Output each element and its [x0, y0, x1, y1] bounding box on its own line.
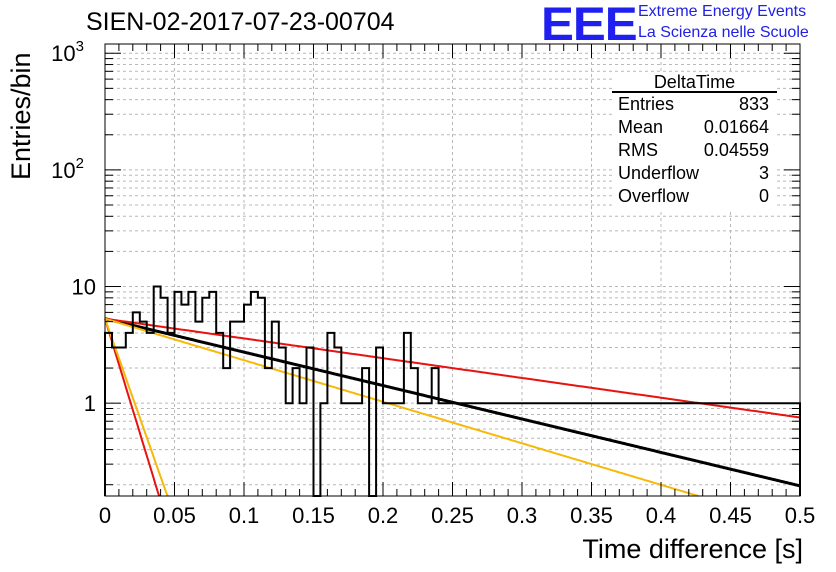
- stats-title: DeltaTime: [654, 72, 735, 92]
- stats-row-value: 0.04559: [704, 140, 769, 160]
- x-tick-label: 0.2: [368, 503, 399, 528]
- x-tick-label: 0.35: [570, 503, 613, 528]
- y-axis-label: Entries/bin: [6, 52, 36, 180]
- x-tick-label: 0.1: [229, 503, 260, 528]
- y-tick-exponent: 3: [76, 38, 84, 55]
- stats-row-value: 0.01664: [704, 117, 769, 137]
- y-tick-label: 1: [84, 391, 96, 416]
- tick-labels: 0 0.05 0.1 0.15 0.2 0.25 0.3 0.35 0.4 0.45 0.5 1 10 1…: [51, 38, 815, 528]
- x-tick-label: 0.4: [646, 503, 677, 528]
- axis-ticks: [104, 44, 801, 496]
- stats-row-label: Underflow: [618, 163, 700, 183]
- stats-row-label: Entries: [618, 94, 674, 114]
- logo-line-2: La Scienza nelle Scuole: [638, 24, 809, 41]
- x-tick-label: 0.5: [785, 503, 816, 528]
- fit-curve: [104, 317, 801, 419]
- fit-curve: [104, 318, 161, 497]
- stats-row-value: 833: [739, 94, 769, 114]
- x-tick-label: 0.25: [431, 503, 474, 528]
- stats-row-value: 0: [759, 186, 769, 206]
- histogram: [104, 285, 801, 497]
- logo-line-1: Extreme Energy Events: [638, 3, 807, 20]
- x-tick-label: 0: [99, 503, 111, 528]
- eee-logo-mark: EEE: [541, 0, 638, 50]
- fit-curve: [104, 318, 169, 497]
- stats-row-label: RMS: [618, 140, 658, 160]
- x-tick-label: 0.05: [153, 503, 196, 528]
- stats-box-bg: [612, 72, 777, 210]
- y-tick-exponent: 2: [76, 155, 84, 172]
- chart-title: SIEN-02-2017-07-23-00704: [86, 8, 395, 36]
- histogram-outline: [104, 285, 801, 497]
- y-tick-label: 102: [51, 155, 84, 183]
- fit-curve: [104, 317, 699, 497]
- y-tick-label: 103: [51, 38, 84, 66]
- stats-row-label: Overflow: [618, 186, 690, 206]
- x-tick-label: 0.15: [292, 503, 335, 528]
- stats-row-value: 3: [759, 163, 769, 183]
- x-tick-label: 0.45: [709, 503, 752, 528]
- x-axis-label: Time difference [s]: [582, 534, 803, 564]
- grid: [104, 44, 801, 496]
- y-tick-label: 10: [72, 275, 96, 300]
- stats-row-label: Mean: [618, 117, 663, 137]
- x-tick-label: 0.3: [507, 503, 538, 528]
